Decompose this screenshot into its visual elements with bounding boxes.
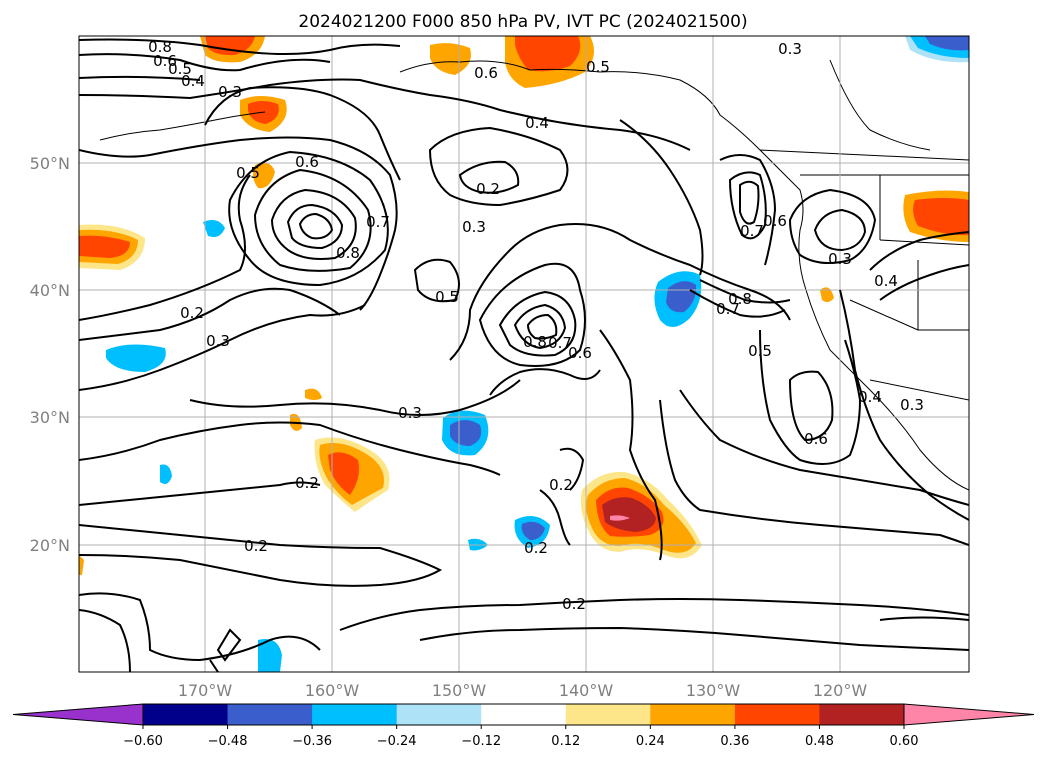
contour-label: 0.3 [218, 83, 242, 101]
colorbar-tick-label: 0.24 [636, 734, 665, 749]
contour-label: 0.6 [568, 344, 592, 362]
contour-label: 0.2 [524, 539, 548, 557]
contour-label: 0.4 [525, 114, 549, 132]
lon-label: 150°W [432, 681, 487, 700]
colorbar: −0.60 −0.48 −0.36 −0.24 −0.12 0.12 0.24 0.36 0.4… [12, 703, 1035, 749]
contour-label: 0.3 [206, 332, 230, 350]
colorbar-segment [734, 704, 820, 725]
colorbar-segment [565, 704, 651, 725]
colorbar-border [142, 703, 905, 726]
contour-label: 0.2 [180, 304, 204, 322]
contour-label: 0.8 [523, 333, 547, 351]
longitude-labels: 170°W 160°W 150°W 140°W 130°W 120°W [178, 681, 868, 700]
contour-label-layer: 0.8 0.6 0.5 0.4 0.3 0.6 0.5 0.3 0.4 0.5 … [148, 38, 924, 613]
contour-label: 0.8 [336, 244, 360, 262]
contour-label: 0.8 [148, 38, 172, 56]
colorbar-tick-label: −0.60 [123, 734, 163, 749]
pv-contours [79, 38, 969, 672]
colorbar-tick-label: 0.36 [720, 734, 749, 749]
colorbar-segment [396, 704, 482, 725]
contour-label: 0.5 [586, 58, 610, 76]
map-title: 2024021200 F000 850 hPa PV, IVT PC (2024… [298, 12, 747, 32]
lon-label: 170°W [178, 681, 233, 700]
colorbar-tick-label: −0.36 [292, 734, 332, 749]
contour-label: 0.4 [874, 272, 898, 290]
colorbar-segment [143, 704, 229, 725]
colorbar-tick-label: 0.60 [890, 734, 919, 749]
colorbar-tick-label: −0.12 [461, 734, 501, 749]
contour-label: 0.3 [778, 40, 802, 58]
graticule [79, 36, 969, 672]
colorbar-segment [227, 704, 313, 725]
lat-label: 20°N [30, 536, 70, 555]
colorbar-tick-label: 0.48 [805, 734, 834, 749]
colorbar-tick-label: −0.48 [208, 734, 248, 749]
colorbar-tick-label: 0.12 [551, 734, 580, 749]
lon-label: 140°W [559, 681, 614, 700]
latitude-labels: 50°N 40°N 30°N 20°N [30, 154, 70, 555]
map-background [79, 36, 969, 672]
colorbar-segment [312, 704, 398, 725]
contour-label: 0.2 [562, 595, 586, 613]
shaded-anomalies [79, 36, 969, 672]
contour-label: 0.5 [435, 288, 459, 306]
colorbar-tick-label: −0.24 [377, 734, 417, 749]
contour-label: 0.4 [858, 388, 882, 406]
contour-label: 0.7 [716, 300, 740, 318]
lon-label: 130°W [686, 681, 741, 700]
colorbar-extend-max [903, 703, 1035, 726]
contour-label: 0.6 [153, 52, 177, 70]
contour-label: 0.8 [728, 290, 752, 308]
contour-label: 0.7 [366, 213, 390, 231]
lon-label: 120°W [813, 681, 868, 700]
colorbar-segment [819, 704, 905, 725]
contour-label: 0.5 [236, 164, 260, 182]
lat-label: 40°N [30, 281, 70, 300]
colorbar-segment [650, 704, 736, 725]
contour-label: 0.6 [474, 64, 498, 82]
contour-label: 0.2 [549, 476, 573, 494]
contour-label: 0.6 [295, 153, 319, 171]
contour-label: 0.7 [548, 334, 572, 352]
contour-label: 0.3 [398, 404, 422, 422]
contour-label: 0.3 [828, 250, 852, 268]
contour-label: 0.4 [181, 72, 205, 90]
contour-label: 0.3 [462, 218, 486, 236]
contour-label: 0.5 [748, 342, 772, 360]
contour-label: 0.2 [295, 474, 319, 492]
colorbar-segment [481, 704, 567, 725]
contour-label: 0.3 [900, 396, 924, 414]
contour-label: 0.6 [763, 212, 787, 230]
lon-label: 160°W [305, 681, 360, 700]
contour-label: 0.6 [804, 430, 828, 448]
colorbar-extend-min [12, 703, 144, 726]
contour-label: 0.7 [740, 222, 764, 240]
contour-label: 0.5 [168, 60, 192, 78]
map-frame [78, 35, 970, 673]
coastlines [99, 59, 969, 491]
contour-label: 0.2 [476, 180, 500, 198]
lat-label: 50°N [30, 154, 70, 173]
contour-label: 0.2 [244, 537, 268, 555]
lat-label: 30°N [30, 408, 70, 427]
